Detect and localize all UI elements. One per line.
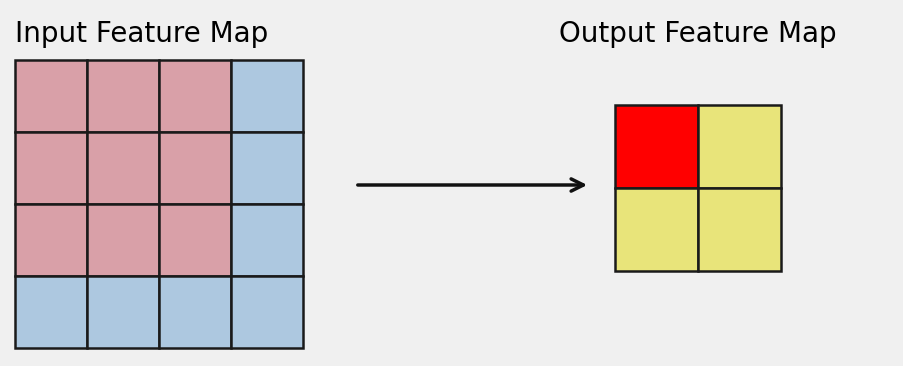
Bar bbox=[15, 276, 87, 348]
Bar bbox=[159, 204, 231, 276]
Text: Output Feature Map: Output Feature Map bbox=[559, 20, 836, 48]
Bar bbox=[697, 188, 780, 271]
Bar bbox=[159, 60, 231, 132]
Bar bbox=[231, 276, 303, 348]
Bar bbox=[87, 132, 159, 204]
Bar bbox=[87, 60, 159, 132]
Bar bbox=[87, 276, 159, 348]
Bar bbox=[159, 276, 231, 348]
Bar bbox=[231, 204, 303, 276]
Bar bbox=[231, 132, 303, 204]
Bar bbox=[159, 132, 231, 204]
Bar bbox=[15, 132, 87, 204]
Bar bbox=[614, 105, 697, 188]
Bar bbox=[231, 60, 303, 132]
Bar bbox=[697, 105, 780, 188]
Text: Input Feature Map: Input Feature Map bbox=[15, 20, 268, 48]
Bar bbox=[15, 204, 87, 276]
Bar bbox=[15, 60, 87, 132]
Bar bbox=[614, 188, 697, 271]
Bar bbox=[87, 204, 159, 276]
